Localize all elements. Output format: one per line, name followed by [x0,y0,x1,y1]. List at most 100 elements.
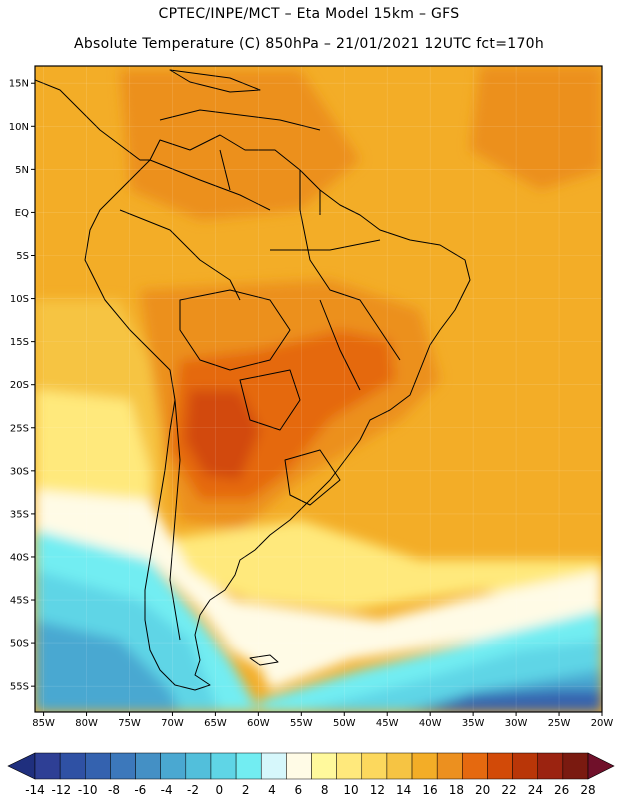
colorbar-label: 8 [321,783,329,797]
lat-tick-label: 35S [10,509,29,520]
map-frame [34,65,603,713]
colorbar-boxes [34,752,589,780]
lon-tick-label: 45W [376,718,399,729]
lon-tick-label: 55W [290,718,313,729]
colorbar-label: 4 [268,783,276,797]
colorbar-box [210,752,237,780]
colorbar-box [411,752,438,780]
coastlines [35,69,471,691]
colorbar-label: -2 [187,783,199,797]
colorbar-box [336,752,363,780]
lon-tick-label: 50W [333,718,356,729]
lat-tick-label: 10S [10,294,29,305]
field-atlantic-warm [470,66,602,190]
lat-tick-label: 25S [10,423,29,434]
field-pale-south [230,570,602,690]
border-bolivia [179,289,291,371]
colorbar-label: -6 [134,783,146,797]
colorbar-label: 28 [580,783,595,797]
lat-tick-label: 10N [9,122,29,133]
coastline-central-america [35,79,150,161]
colorbar-box [286,752,312,780]
lon-tick-label: 60W [247,718,270,729]
lat-tick-label: 40S [10,552,29,563]
field-pacific-pale-yellow [35,390,150,510]
colorbar-label: 16 [422,783,437,797]
lat-tick-label: 50S [10,639,29,650]
colorbar-label: 0 [216,783,224,797]
coastline-south-america [84,134,471,691]
lat-tick-label: 15N [9,79,29,90]
border-uruguay [284,449,341,506]
colorbar-box [185,752,212,780]
latitude-axis: 15N 10N 5N EQ 5S 10S 15S 20S 25S 30S 35S 40S 45S 50S 5… [9,79,35,693]
colorbar-box [462,752,488,780]
colorbar-label: -8 [108,783,120,797]
lat-tick-label: 5S [16,251,29,262]
colorbar-box [537,752,564,780]
longitude-axis: 85W 80W 75W 70W 65W 60W 55W 50W 45W 40W 35W 30W 25W 2… [32,712,613,729]
lon-tick-label: 30W [505,718,528,729]
colorbar-box [160,752,187,780]
colorbar-box [487,752,513,780]
colorbar-box [135,752,161,780]
colorbar-box [512,752,538,780]
lat-tick-label: EQ [15,208,29,219]
lat-tick-label: 55S [10,682,29,693]
temperature-field [35,66,602,712]
colorbar-box [436,752,463,780]
colorbar-label: 14 [396,783,411,797]
colorbar-label: -12 [52,783,72,797]
colorbar-right-arrow [587,752,615,780]
colorbar-label: 12 [370,783,385,797]
colorbar-label: -4 [161,783,173,797]
colorbar-label: 20 [475,783,490,797]
border-peru-brazil [119,209,241,301]
lat-tick-label: 15S [10,337,29,348]
colorbar-label: 2 [242,783,250,797]
field-mid-blue [35,620,180,712]
coastline-cuba [169,69,261,93]
lon-tick-label: 40W [419,718,442,729]
colorbar-left-arrow [7,752,36,780]
border-argentina-chile [169,399,181,641]
colorbar-label: 6 [295,783,303,797]
colorbar-box [311,752,337,780]
colorbar-label: 10 [343,783,358,797]
graticule [35,66,602,712]
colorbar-label: 18 [449,783,464,797]
map-title-line1: CPTEC/INPE/MCT – Eta Model 15km – GFS [158,6,460,22]
colorbar-label: 24 [528,783,543,797]
border-guianas [299,170,321,215]
colorbar-box [235,752,262,780]
lat-tick-label: 20S [10,380,29,391]
lon-tick-label: 35W [462,718,485,729]
colorbar-box [361,752,388,780]
map-title-line2: Absolute Temperature (C) 850hPa – 21/01/… [73,36,545,52]
lon-tick-label: 75W [118,718,141,729]
colorbar-box [34,752,61,780]
lat-tick-label: 30S [10,466,29,477]
border-colombia-venezuela [149,149,271,211]
colorbar-box [562,752,589,780]
field-south-yellow [160,520,602,610]
coastline-caribbean [159,109,321,131]
lon-tick-label: 70W [161,718,184,729]
colorbar-label: 22 [501,783,516,797]
colorbar-labels: -14 -12 -10 -8 -6 -4 -2 0 2 4 6 8 10 12 14 16 18 20 22 24 26… [25,783,595,797]
colorbar-label: -10 [78,783,98,797]
field-deep-blue [420,690,602,712]
colorbar-box [260,752,287,780]
lat-tick-label: 5N [15,165,29,176]
lon-tick-label: 80W [75,718,98,729]
lon-tick-label: 25W [548,718,571,729]
border-brazil-states [270,209,401,391]
border-paraguay [239,369,301,431]
colorbar-label: 26 [554,783,569,797]
colorbar-box [110,752,136,780]
colorbar-box [85,752,111,780]
lon-tick-label: 85W [32,718,55,729]
colorbar-box [386,752,413,780]
colorbar-box [59,752,86,780]
